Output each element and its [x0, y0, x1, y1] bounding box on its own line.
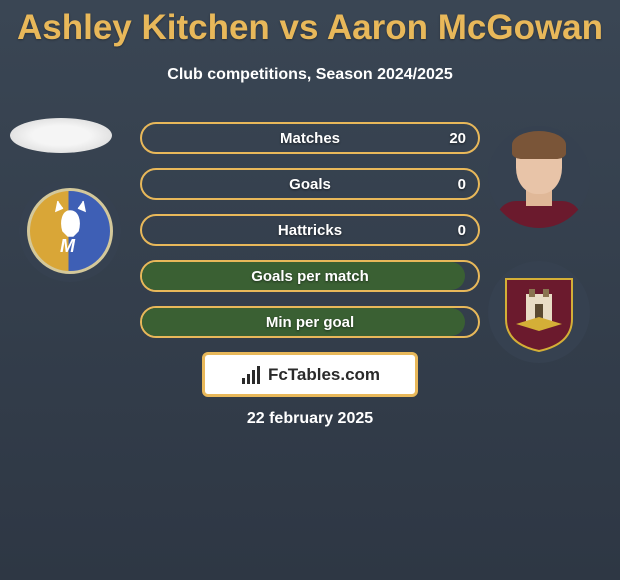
avatar-hair [512, 131, 566, 159]
club-letter-m: M [60, 236, 75, 256]
northampton-badge-icon [501, 269, 577, 355]
club-left-letter: M [40, 236, 95, 262]
mansfield-badge-icon: M [27, 188, 113, 274]
player-left-avatar [10, 118, 112, 153]
subtitle: Club competitions, Season 2024/2025 [0, 66, 620, 84]
stat-bar: Goals 0 [140, 168, 480, 200]
chart-icon [240, 364, 262, 386]
date-label: 22 february 2025 [0, 410, 620, 428]
player-right-avatar [488, 126, 590, 228]
stat-bar: Hattricks 0 [140, 214, 480, 246]
stat-label: Matches [280, 130, 340, 147]
page-title: Ashley Kitchen vs Aaron McGowan [0, 0, 620, 48]
stat-bar: Goals per match [140, 260, 480, 292]
stat-bar: Min per goal [140, 306, 480, 338]
stat-bar: Matches 20 [140, 122, 480, 154]
stat-label: Min per goal [266, 314, 354, 331]
stat-value-right: 0 [458, 222, 466, 239]
stat-label: Goals per match [251, 268, 369, 285]
stats-list: Matches 20 Goals 0 Hattricks 0 Goals per match… [140, 122, 480, 352]
stat-value-right: 0 [458, 176, 466, 193]
logo-text: FcTables.com [268, 365, 380, 385]
club-right-badge [488, 261, 590, 363]
stat-label: Goals [289, 176, 331, 193]
stat-value-right: 20 [449, 130, 466, 147]
stat-label: Hattricks [278, 222, 342, 239]
club-left-badge: M [19, 180, 121, 282]
fctables-logo[interactable]: FcTables.com [202, 352, 418, 397]
